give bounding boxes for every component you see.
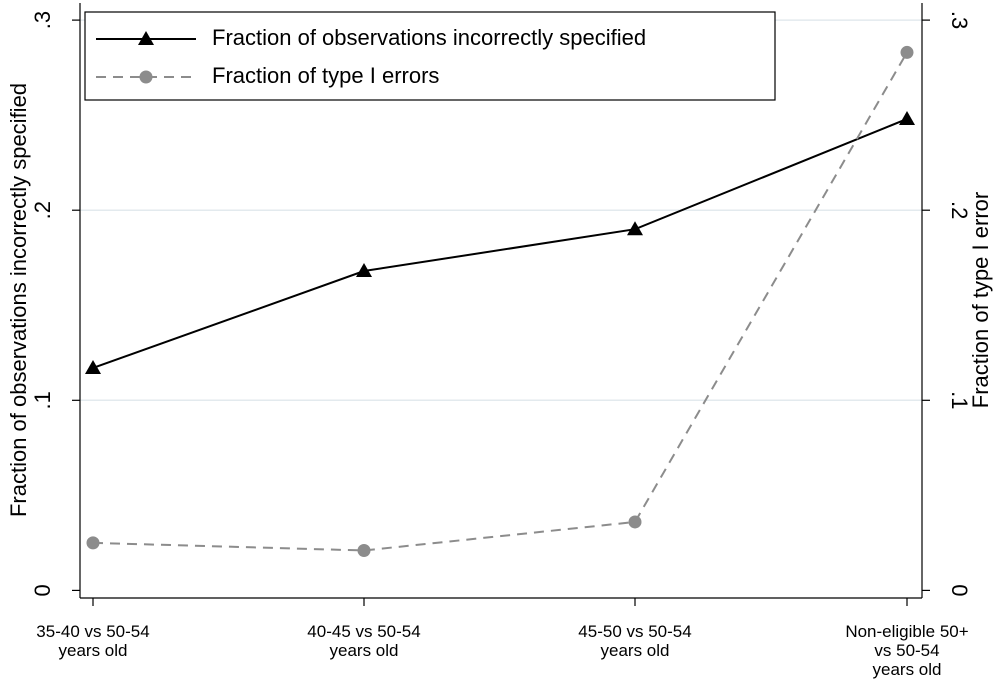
y-tick-label: .3 [30,11,55,29]
y-axis-title: Fraction of observations incorrectly spe… [6,83,31,517]
series-line [92,51,908,552]
marker [628,515,642,529]
marker [356,263,372,278]
marker [627,221,643,236]
marker [138,31,154,45]
y-tick-label: .3 [947,11,972,29]
y2-axis-title: Fraction of type I error [968,192,993,408]
legend-label: Fraction of type I errors [212,63,439,88]
x-tick-label: 40-45 vs 50-54 years old [307,622,421,660]
marker [357,543,371,557]
y-tick-label: .2 [947,201,972,219]
y-tick-label: .1 [30,391,55,409]
x-tick-label: Non-eligible 50+ vs 50-54 years old [845,622,969,679]
marker [899,110,915,125]
legend-label: Fraction of observations incorrectly spe… [212,25,646,50]
marker [900,45,914,59]
legend-box [84,11,776,101]
y-tick-label: 0 [30,584,55,596]
y-tick-label: .1 [947,391,972,409]
x-tick-label: 45-50 vs 50-54 years old [578,622,692,660]
marker [139,70,153,84]
marker [85,359,101,374]
series-line [92,118,908,369]
y-tick-label: .2 [30,201,55,219]
y-tick-label: 0 [947,584,972,596]
x-tick-label: 35-40 vs 50-54 years old [36,622,150,660]
marker [86,536,100,550]
